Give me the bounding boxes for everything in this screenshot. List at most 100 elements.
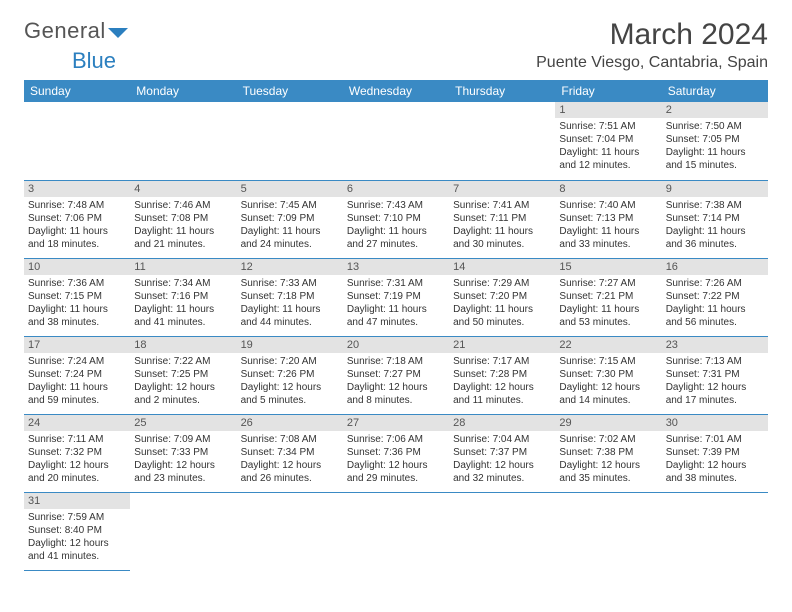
calendar-row: 31Sunrise: 7:59 AMSunset: 8:40 PMDayligh… <box>24 492 768 570</box>
day-line: Daylight: 12 hours <box>134 381 232 394</box>
day-line: and 17 minutes. <box>666 394 764 407</box>
day-body: Sunrise: 7:36 AMSunset: 7:15 PMDaylight:… <box>24 275 130 333</box>
day-line: Sunset: 8:40 PM <box>28 524 126 537</box>
day-line: and 35 minutes. <box>559 472 657 485</box>
calendar-cell: 3Sunrise: 7:48 AMSunset: 7:06 PMDaylight… <box>24 180 130 258</box>
day-body: Sunrise: 7:11 AMSunset: 7:32 PMDaylight:… <box>24 431 130 489</box>
day-line: Sunrise: 7:01 AM <box>666 433 764 446</box>
day-line: Sunset: 7:19 PM <box>347 290 445 303</box>
day-line: and 53 minutes. <box>559 316 657 329</box>
flag-icon <box>108 22 128 48</box>
day-line: Sunset: 7:10 PM <box>347 212 445 225</box>
day-line: Daylight: 11 hours <box>453 303 551 316</box>
day-line: and 15 minutes. <box>666 159 764 172</box>
day-line: Sunrise: 7:17 AM <box>453 355 551 368</box>
day-body: Sunrise: 7:29 AMSunset: 7:20 PMDaylight:… <box>449 275 555 333</box>
day-line: and 41 minutes. <box>28 550 126 563</box>
calendar-cell: 15Sunrise: 7:27 AMSunset: 7:21 PMDayligh… <box>555 258 661 336</box>
calendar-cell: 5Sunrise: 7:45 AMSunset: 7:09 PMDaylight… <box>237 180 343 258</box>
calendar-cell <box>449 492 555 570</box>
day-line: Sunrise: 7:45 AM <box>241 199 339 212</box>
calendar-cell <box>449 102 555 180</box>
day-line: and 26 minutes. <box>241 472 339 485</box>
day-body: Sunrise: 7:08 AMSunset: 7:34 PMDaylight:… <box>237 431 343 489</box>
day-line: Sunset: 7:30 PM <box>559 368 657 381</box>
day-line: Sunrise: 7:51 AM <box>559 120 657 133</box>
day-line: Sunset: 7:20 PM <box>453 290 551 303</box>
day-line: Sunrise: 7:31 AM <box>347 277 445 290</box>
day-line: Daylight: 12 hours <box>666 381 764 394</box>
day-line: Sunrise: 7:36 AM <box>28 277 126 290</box>
day-body: Sunrise: 7:41 AMSunset: 7:11 PMDaylight:… <box>449 197 555 255</box>
calendar-cell: 9Sunrise: 7:38 AMSunset: 7:14 PMDaylight… <box>662 180 768 258</box>
weekday-header: Thursday <box>449 80 555 102</box>
day-line: Sunset: 7:26 PM <box>241 368 339 381</box>
day-body: Sunrise: 7:48 AMSunset: 7:06 PMDaylight:… <box>24 197 130 255</box>
day-line: Daylight: 11 hours <box>666 146 764 159</box>
day-body: Sunrise: 7:27 AMSunset: 7:21 PMDaylight:… <box>555 275 661 333</box>
day-number: 10 <box>24 259 130 275</box>
day-line: and 41 minutes. <box>134 316 232 329</box>
weekday-header: Sunday <box>24 80 130 102</box>
day-line: Sunrise: 7:38 AM <box>666 199 764 212</box>
calendar-cell: 7Sunrise: 7:41 AMSunset: 7:11 PMDaylight… <box>449 180 555 258</box>
calendar-cell: 21Sunrise: 7:17 AMSunset: 7:28 PMDayligh… <box>449 336 555 414</box>
weekday-header: Monday <box>130 80 236 102</box>
day-line: Sunrise: 7:50 AM <box>666 120 764 133</box>
day-line: Daylight: 11 hours <box>666 303 764 316</box>
day-number: 18 <box>130 337 236 353</box>
day-line: Sunset: 7:24 PM <box>28 368 126 381</box>
day-line: and 8 minutes. <box>347 394 445 407</box>
month-title: March 2024 <box>536 18 768 52</box>
weekday-header: Saturday <box>662 80 768 102</box>
weekday-header: Tuesday <box>237 80 343 102</box>
day-line: Sunset: 7:16 PM <box>134 290 232 303</box>
day-number: 21 <box>449 337 555 353</box>
logo-text-2-wrap: Blue <box>24 48 768 74</box>
day-body: Sunrise: 7:31 AMSunset: 7:19 PMDaylight:… <box>343 275 449 333</box>
calendar-cell: 22Sunrise: 7:15 AMSunset: 7:30 PMDayligh… <box>555 336 661 414</box>
calendar-cell <box>343 102 449 180</box>
day-line: and 11 minutes. <box>453 394 551 407</box>
calendar-cell: 14Sunrise: 7:29 AMSunset: 7:20 PMDayligh… <box>449 258 555 336</box>
day-line: Sunrise: 7:48 AM <box>28 199 126 212</box>
calendar-cell: 10Sunrise: 7:36 AMSunset: 7:15 PMDayligh… <box>24 258 130 336</box>
calendar-cell: 18Sunrise: 7:22 AMSunset: 7:25 PMDayligh… <box>130 336 236 414</box>
day-number: 23 <box>662 337 768 353</box>
day-number: 19 <box>237 337 343 353</box>
day-number: 6 <box>343 181 449 197</box>
calendar-row: 17Sunrise: 7:24 AMSunset: 7:24 PMDayligh… <box>24 336 768 414</box>
day-line: Sunrise: 7:24 AM <box>28 355 126 368</box>
day-body: Sunrise: 7:06 AMSunset: 7:36 PMDaylight:… <box>343 431 449 489</box>
day-line: Sunrise: 7:41 AM <box>453 199 551 212</box>
calendar-cell <box>343 492 449 570</box>
day-line: Daylight: 12 hours <box>28 537 126 550</box>
calendar-cell: 31Sunrise: 7:59 AMSunset: 8:40 PMDayligh… <box>24 492 130 570</box>
day-line: Sunrise: 7:27 AM <box>559 277 657 290</box>
day-line: Sunset: 7:34 PM <box>241 446 339 459</box>
day-line: Sunrise: 7:04 AM <box>453 433 551 446</box>
calendar-cell: 25Sunrise: 7:09 AMSunset: 7:33 PMDayligh… <box>130 414 236 492</box>
weekday-header: Friday <box>555 80 661 102</box>
day-number: 17 <box>24 337 130 353</box>
day-line: Daylight: 11 hours <box>28 381 126 394</box>
day-line: Sunrise: 7:18 AM <box>347 355 445 368</box>
day-line: Sunrise: 7:11 AM <box>28 433 126 446</box>
day-line: Daylight: 12 hours <box>453 459 551 472</box>
calendar-cell: 2Sunrise: 7:50 AMSunset: 7:05 PMDaylight… <box>662 102 768 180</box>
day-line: and 27 minutes. <box>347 238 445 251</box>
day-line: Sunset: 7:11 PM <box>453 212 551 225</box>
day-line: Daylight: 11 hours <box>241 303 339 316</box>
day-line: Sunrise: 7:20 AM <box>241 355 339 368</box>
day-line: and 47 minutes. <box>347 316 445 329</box>
day-line: and 23 minutes. <box>134 472 232 485</box>
day-line: Sunset: 7:38 PM <box>559 446 657 459</box>
day-line: and 20 minutes. <box>28 472 126 485</box>
day-line: Sunset: 7:25 PM <box>134 368 232 381</box>
day-line: Daylight: 11 hours <box>134 225 232 238</box>
day-number: 30 <box>662 415 768 431</box>
day-line: Sunset: 7:13 PM <box>559 212 657 225</box>
day-line: Sunrise: 7:40 AM <box>559 199 657 212</box>
day-line: Sunset: 7:04 PM <box>559 133 657 146</box>
calendar-row: 10Sunrise: 7:36 AMSunset: 7:15 PMDayligh… <box>24 258 768 336</box>
